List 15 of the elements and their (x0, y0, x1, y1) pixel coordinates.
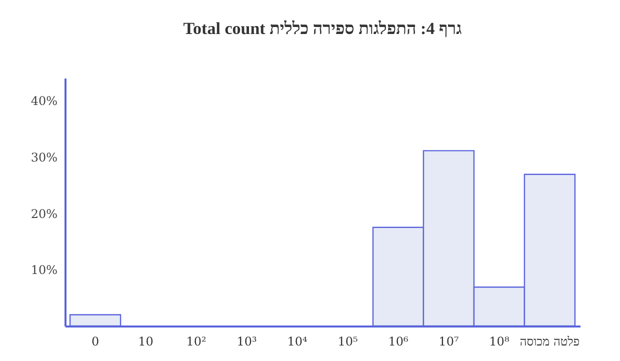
x-tick-label: 10³ (236, 334, 257, 348)
x-tick-label: 10⁴ (287, 334, 308, 348)
chart-title: Total count גרף 4: התפלגות ספירה כללית (183, 19, 462, 38)
x-tick-label: 10⁷ (438, 334, 459, 348)
x-tick-label: 10 (138, 334, 154, 348)
y-tick-label: 10% (30, 263, 58, 278)
x-tick-label: 10⁸ (489, 334, 510, 348)
y-tick-label: 20% (30, 206, 58, 221)
x-tick-label: פלטה מכוסה (520, 334, 580, 348)
x-tick-label: 0 (91, 334, 100, 348)
x-tick-label: 10⁶ (388, 334, 408, 348)
y-tick-label: 40% (30, 94, 58, 108)
x-tick-label: 10² (186, 334, 206, 348)
x-tick-label: 10⁵ (338, 334, 358, 348)
y-tick-label: 30% (30, 150, 58, 164)
